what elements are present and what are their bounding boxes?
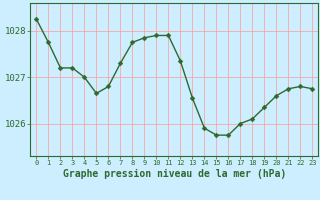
X-axis label: Graphe pression niveau de la mer (hPa): Graphe pression niveau de la mer (hPa) [63,169,286,179]
